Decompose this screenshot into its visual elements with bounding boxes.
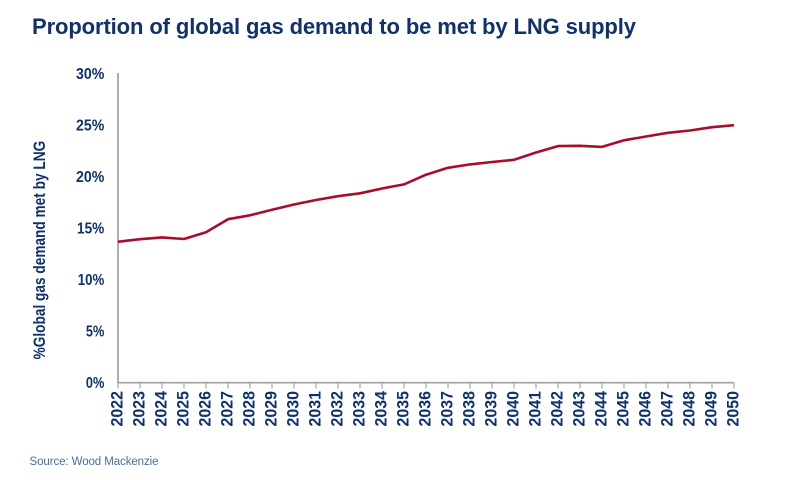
svg-text:2022: 2022 xyxy=(109,391,127,427)
svg-text:2044: 2044 xyxy=(593,390,611,426)
svg-text:2027: 2027 xyxy=(219,391,237,427)
svg-text:2032: 2032 xyxy=(329,391,347,427)
svg-text:2030: 2030 xyxy=(285,391,303,427)
svg-text:10%: 10% xyxy=(78,272,105,289)
svg-text:30%: 30% xyxy=(76,66,104,83)
svg-text:25%: 25% xyxy=(76,118,104,135)
svg-text:2029: 2029 xyxy=(263,391,281,427)
svg-text:Proportion of global gas deman: Proportion of global gas demand to be me… xyxy=(32,14,637,39)
svg-text:15%: 15% xyxy=(77,221,104,238)
svg-text:2025: 2025 xyxy=(175,391,193,427)
svg-text:5%: 5% xyxy=(86,324,104,341)
svg-text:2031: 2031 xyxy=(307,391,325,427)
svg-text:2050: 2050 xyxy=(725,391,743,427)
svg-text:0%: 0% xyxy=(86,375,104,392)
svg-text:2046: 2046 xyxy=(637,391,655,427)
svg-text:2042: 2042 xyxy=(549,391,567,427)
svg-text:2026: 2026 xyxy=(197,391,215,427)
svg-text:2043: 2043 xyxy=(571,391,589,427)
svg-text:2038: 2038 xyxy=(461,391,479,427)
svg-text:2033: 2033 xyxy=(351,391,369,427)
svg-text:2037: 2037 xyxy=(439,391,457,427)
svg-text:20%: 20% xyxy=(76,169,104,186)
svg-text:2041: 2041 xyxy=(527,391,545,427)
svg-text:2045: 2045 xyxy=(615,391,633,427)
svg-text:2034: 2034 xyxy=(373,390,391,426)
svg-text:2040: 2040 xyxy=(505,391,523,427)
svg-text:2049: 2049 xyxy=(703,391,721,427)
svg-text:2048: 2048 xyxy=(681,391,699,427)
svg-text:2039: 2039 xyxy=(483,391,501,427)
svg-text:2028: 2028 xyxy=(241,391,259,427)
svg-text:2047: 2047 xyxy=(659,391,677,427)
svg-text:2024: 2024 xyxy=(153,390,171,426)
svg-text:2023: 2023 xyxy=(131,391,149,427)
svg-text:%Global gas demand met by LNG: %Global gas demand met by LNG xyxy=(30,141,49,360)
svg-text:2036: 2036 xyxy=(417,391,435,427)
svg-text:2035: 2035 xyxy=(395,391,413,427)
svg-text:Source: Wood Mackenzie: Source: Wood Mackenzie xyxy=(30,456,159,468)
